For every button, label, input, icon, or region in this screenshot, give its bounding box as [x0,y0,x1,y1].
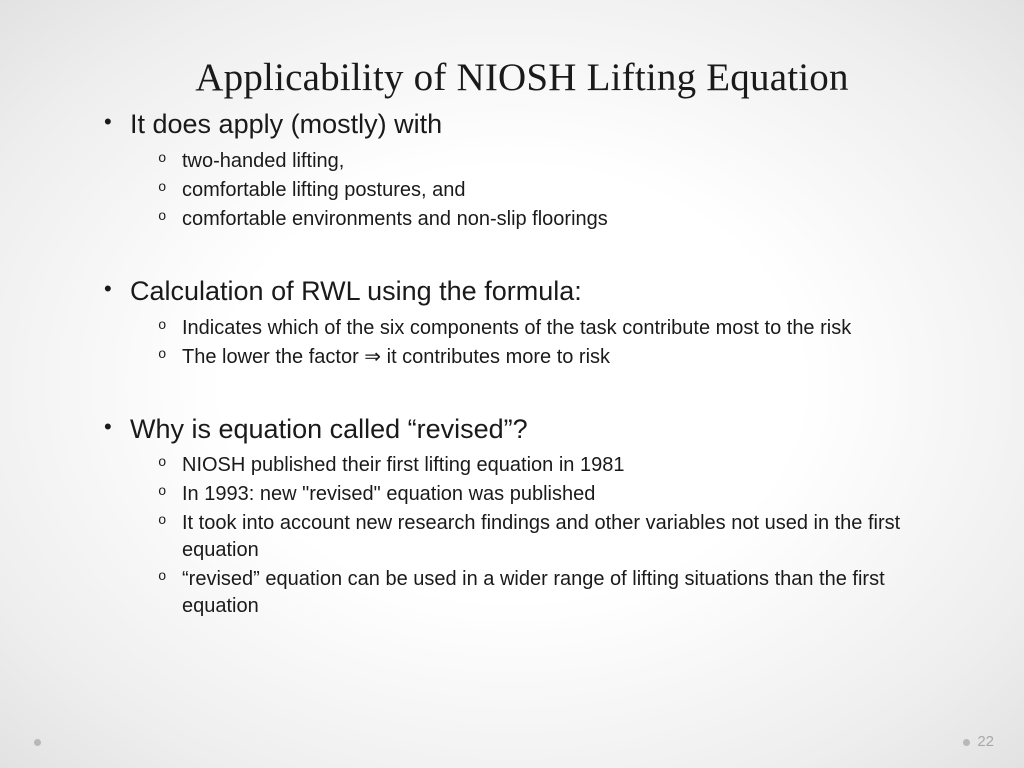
section-heading: Why is equation called “revised”? NIOSH … [100,413,944,621]
section-heading: Calculation of RWL using the formula: In… [100,275,944,371]
bullet-list: It does apply (mostly) with two-handed l… [100,108,944,620]
page-number: 22 [977,733,994,750]
sub-list: Indicates which of the six components of… [130,315,944,371]
list-item: comfortable lifting postures, and [130,177,944,204]
list-item: It took into account new research findin… [130,510,944,564]
sub-list: NIOSH published their first lifting equa… [130,452,944,620]
sub-list: two-handed lifting, comfortable lifting … [130,148,944,233]
section-text: It does apply (mostly) with [130,109,442,139]
list-item: In 1993: new "revised" equation was publ… [130,481,944,508]
list-item: NIOSH published their first lifting equa… [130,452,944,479]
section-heading: It does apply (mostly) with two-handed l… [100,108,944,233]
section-text: Why is equation called “revised”? [130,414,528,444]
slide-title: Applicability of NIOSH Lifting Equation [100,55,944,100]
list-item: two-handed lifting, [130,148,944,175]
slide-container: Applicability of NIOSH Lifting Equation … [0,0,1024,662]
list-item: The lower the factor ⇒ it contributes mo… [130,344,944,371]
list-item: “revised” equation can be used in a wide… [130,566,944,620]
decor-dot-left-icon [34,739,41,746]
decor-dot-right-icon [963,739,970,746]
list-item: Indicates which of the six components of… [130,315,944,342]
section-text: Calculation of RWL using the formula: [130,276,582,306]
list-item: comfortable environments and non-slip fl… [130,206,944,233]
